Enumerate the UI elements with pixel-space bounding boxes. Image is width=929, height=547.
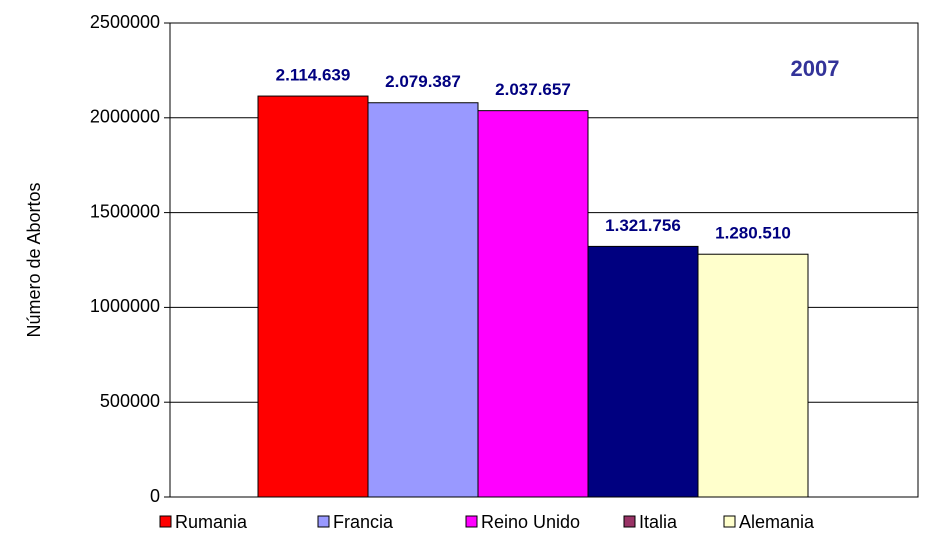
data-label: 2.114.639 (276, 66, 351, 85)
bar (587, 245, 699, 498)
y-tick-label: 0 (150, 486, 160, 506)
legend-swatch (723, 515, 736, 528)
bar (257, 95, 369, 498)
legend-swatch (465, 515, 478, 528)
data-label: 1.321.756 (605, 216, 681, 235)
legend-swatch (317, 515, 330, 528)
data-label: 1.280.510 (715, 224, 791, 243)
bar (477, 110, 589, 498)
legend-label: Rumania (175, 512, 248, 532)
y-tick-label: 1500000 (90, 201, 160, 221)
legend-label: Francia (333, 512, 394, 532)
bar (697, 253, 809, 498)
legend-swatch (159, 515, 172, 528)
y-tick-label: 2000000 (90, 107, 160, 127)
y-tick-label: 500000 (100, 391, 160, 411)
legend-label: Alemania (739, 512, 815, 532)
legend-label: Reino Unido (481, 512, 580, 532)
legend-label: Italia (639, 512, 678, 532)
y-tick-label: 2500000 (90, 12, 160, 32)
y-tick-label: 1000000 (90, 296, 160, 316)
y-axis-label: Número de Abortos (24, 182, 44, 337)
data-label: 2.037.657 (495, 80, 571, 99)
data-label: 2.079.387 (385, 72, 461, 91)
chart-title: 2007 (791, 56, 840, 81)
bar (367, 102, 479, 498)
legend-swatch (623, 515, 636, 528)
